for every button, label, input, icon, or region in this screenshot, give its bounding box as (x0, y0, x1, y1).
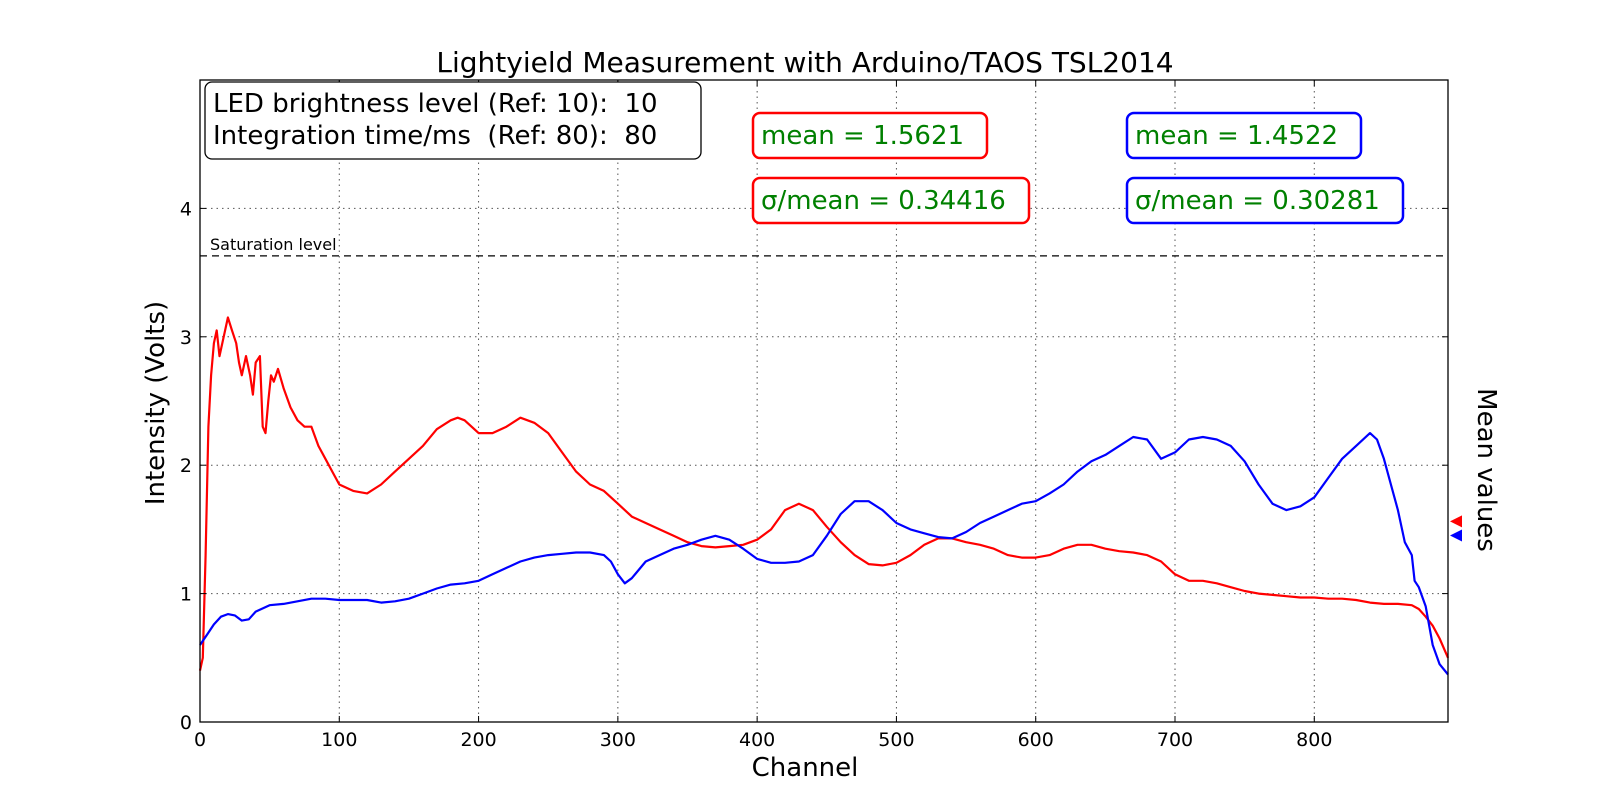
y-tick-label: 2 (180, 455, 192, 477)
chart-title: Lightyield Measurement with Arduino/TAOS… (436, 46, 1173, 79)
blue-mean-marker (1450, 529, 1462, 542)
x-tick-label: 700 (1157, 729, 1193, 751)
x-tick-label: 200 (460, 729, 496, 751)
y-tick-label: 0 (180, 712, 192, 734)
y-axis-title: Intensity (Volts) (141, 301, 171, 505)
x-tick-label: 600 (1018, 729, 1054, 751)
red-mean-box: mean = 1.5621 (751, 111, 989, 160)
y-tick-label: 3 (180, 327, 192, 349)
mean-markers (1450, 515, 1462, 542)
x-axis-title: Channel (752, 753, 859, 783)
red-mean-marker (1450, 515, 1462, 528)
red-sigma-frame (751, 176, 1031, 225)
ticks-layer: 0 100 200 300 400 500 600 700 800 0 1 2 3 4 (180, 80, 1448, 751)
plot-frame (199, 79, 1449, 723)
red-sigma-text: σ/mean = 0.34416 (761, 186, 1006, 216)
right-axis-title: Mean values (1471, 388, 1501, 552)
x-tick-label: 400 (739, 729, 775, 751)
saturation-label: Saturation level (210, 235, 337, 254)
x-tick-label: 100 (321, 729, 357, 751)
x-tick-label: 300 (600, 729, 636, 751)
x-tick-label: 500 (878, 729, 914, 751)
info-box-frame (204, 81, 702, 160)
blue-sigma-box: σ/mean = 0.30281 (1125, 176, 1405, 225)
series-line-1 (199, 432, 1449, 676)
x-tick-label: 800 (1296, 729, 1332, 751)
blue-mean-text: mean = 1.4522 (1135, 121, 1338, 151)
blue-sigma-frame (1125, 176, 1405, 225)
blue-mean-box: mean = 1.4522 (1125, 111, 1363, 160)
info-line-2: Integration time/ms (Ref: 80): 80 (213, 121, 657, 151)
series-line-0 (198, 316, 1450, 671)
grid-layer (200, 80, 1448, 722)
y-tick-label: 4 (180, 198, 192, 220)
y-tick-label: 1 (180, 584, 192, 606)
red-mean-frame (751, 111, 989, 160)
blue-mean-frame (1125, 111, 1363, 160)
blue-sigma-text: σ/mean = 0.30281 (1135, 186, 1380, 216)
series-layer (198, 316, 1450, 676)
red-mean-text: mean = 1.5621 (761, 121, 964, 151)
red-sigma-box: σ/mean = 0.34416 (751, 176, 1031, 225)
x-tick-label: 0 (194, 729, 206, 751)
info-line-1: LED brightness level (Ref: 10): 10 (213, 89, 658, 119)
info-box: LED brightness level (Ref: 10): 10 Integ… (204, 81, 702, 160)
